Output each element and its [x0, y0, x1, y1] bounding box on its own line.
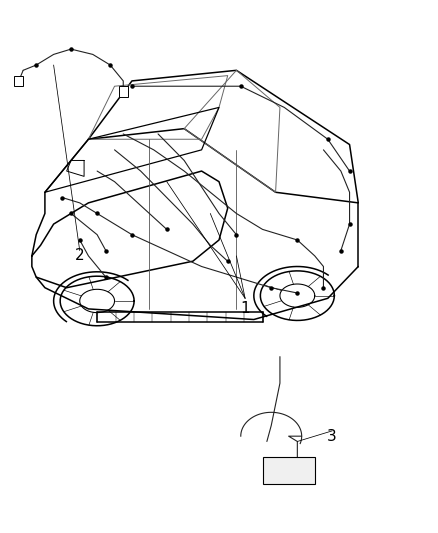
Text: 3: 3 — [327, 429, 337, 443]
Bar — [119, 86, 127, 97]
Text: 1: 1 — [240, 302, 250, 317]
Bar — [14, 76, 23, 86]
Text: 2: 2 — [75, 248, 85, 263]
Bar — [262, 457, 315, 484]
